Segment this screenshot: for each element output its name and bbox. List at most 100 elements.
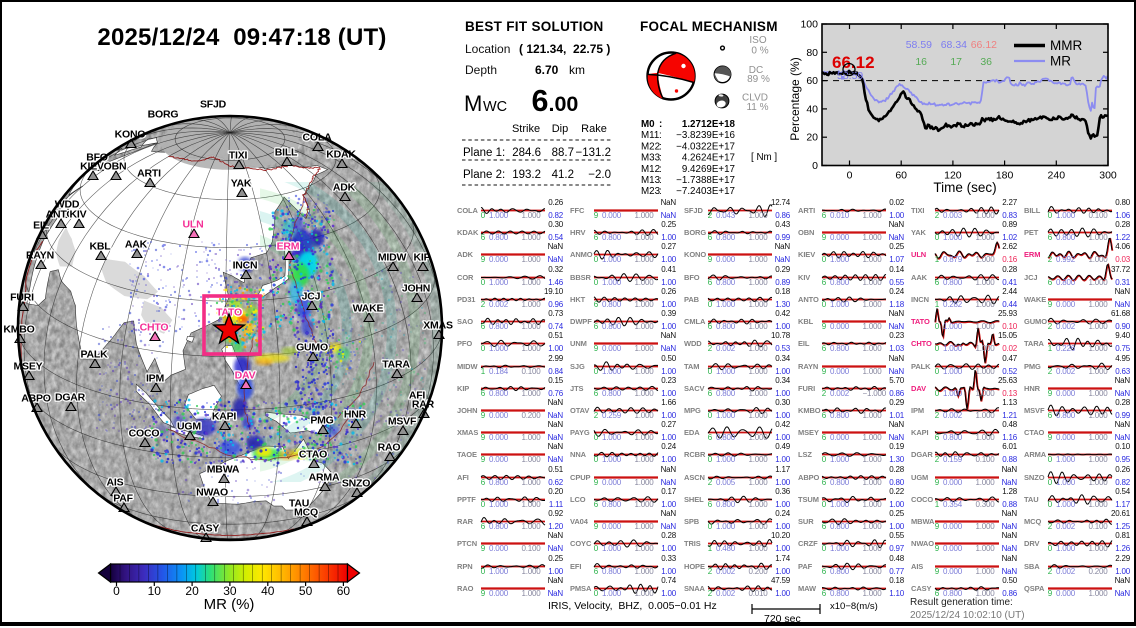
svg-text:88.7: 88.7 — [552, 147, 574, 159]
svg-text:120: 120 — [944, 170, 962, 182]
svg-text:40: 40 — [806, 103, 818, 115]
svg-text:PMG: PMG — [310, 415, 333, 427]
svg-text:−2.0: −2.0 — [588, 169, 611, 181]
svg-text:AIS: AIS — [107, 477, 124, 489]
svg-text:KIV: KIV — [70, 209, 87, 221]
svg-text:FURI: FURI — [10, 292, 34, 304]
svg-text:60: 60 — [895, 170, 907, 182]
svg-text:KDAK: KDAK — [326, 149, 356, 161]
svg-text:89 %: 89 % — [747, 74, 770, 85]
svg-text:ERM: ERM — [277, 241, 300, 253]
svg-text:MCQ: MCQ — [294, 507, 318, 519]
svg-text:66.12: 66.12 — [832, 53, 875, 72]
svg-text:SNZO: SNZO — [342, 478, 370, 490]
svg-text:68.34: 68.34 — [941, 39, 967, 51]
svg-text:M11:: M11: — [641, 130, 662, 141]
svg-text:BFO: BFO — [86, 152, 108, 164]
svg-text:6.70: 6.70 — [535, 63, 559, 77]
svg-text:36: 36 — [980, 56, 992, 68]
svg-text:MR: MR — [1050, 54, 1071, 69]
svg-text:RAO: RAO — [378, 442, 401, 454]
svg-text:0: 0 — [847, 170, 853, 182]
svg-text:OBN: OBN — [104, 161, 127, 173]
svg-text:Plane 2:: Plane 2: — [463, 169, 505, 181]
svg-text:WC: WC — [483, 99, 507, 115]
svg-text:JOHN: JOHN — [402, 283, 430, 295]
svg-text:COCO: COCO — [129, 428, 160, 440]
svg-text:IPM: IPM — [146, 373, 165, 385]
svg-text:180: 180 — [996, 170, 1014, 182]
svg-text:AFI: AFI — [409, 390, 426, 402]
svg-text:TIXI: TIXI — [229, 150, 248, 162]
svg-text:Plane 1:: Plane 1: — [463, 147, 505, 159]
svg-text:GUMO: GUMO — [296, 342, 328, 354]
svg-text:6.00: 6.00 — [532, 84, 579, 118]
svg-text:284.6: 284.6 — [512, 147, 541, 159]
svg-text:240: 240 — [1048, 170, 1066, 182]
svg-text:0: 0 — [812, 160, 818, 172]
svg-text:[ Nm ]: [ Nm ] — [751, 152, 777, 163]
svg-text:MMR: MMR — [1050, 38, 1082, 53]
svg-text:−1.7388E+17: −1.7388E+17 — [676, 175, 735, 186]
svg-text:60: 60 — [337, 584, 351, 598]
svg-text:Depth: Depth — [465, 63, 497, 77]
svg-text:Rake: Rake — [581, 123, 607, 135]
svg-text:JCJ: JCJ — [302, 291, 321, 303]
svg-text:17: 17 — [950, 56, 962, 68]
svg-text:Percentage (%): Percentage (%) — [788, 57, 802, 140]
svg-text:CLVD: CLVD — [742, 93, 768, 104]
svg-text:50: 50 — [299, 584, 313, 598]
svg-text:80: 80 — [806, 47, 818, 59]
svg-text:M23:: M23: — [641, 186, 662, 197]
svg-text:41.2: 41.2 — [552, 169, 574, 181]
svg-text:10: 10 — [148, 584, 162, 598]
svg-text:ULN: ULN — [183, 219, 204, 231]
svg-text:Strike: Strike — [512, 123, 540, 135]
svg-text:−7.2403E+17: −7.2403E+17 — [676, 186, 735, 197]
svg-text:300: 300 — [1099, 170, 1117, 182]
svg-text:20: 20 — [806, 132, 818, 144]
svg-text:20: 20 — [185, 584, 199, 598]
svg-text:MSVF: MSVF — [388, 416, 417, 428]
svg-text:MIDW: MIDW — [378, 252, 407, 264]
svg-text:KBL: KBL — [90, 241, 112, 253]
svg-text:58.59: 58.59 — [906, 39, 932, 51]
svg-text:PAF: PAF — [113, 493, 133, 505]
svg-text:WAKE: WAKE — [353, 303, 384, 315]
svg-text:Dip: Dip — [552, 123, 569, 135]
svg-text:0: 0 — [113, 584, 120, 598]
svg-text:YAK: YAK — [231, 178, 252, 190]
svg-text:ADK: ADK — [333, 182, 356, 194]
svg-text:DC: DC — [749, 65, 763, 76]
svg-text:−3.8239E+16: −3.8239E+16 — [676, 130, 735, 141]
svg-text:INCN: INCN — [233, 260, 258, 272]
svg-text:ARTI: ARTI — [137, 168, 161, 180]
svg-text:UGM: UGM — [177, 421, 201, 433]
svg-text:AAK: AAK — [125, 239, 148, 251]
svg-text:M: M — [464, 91, 482, 116]
svg-text:4.2624E+17: 4.2624E+17 — [682, 153, 735, 164]
svg-text:MBWA: MBWA — [207, 464, 240, 476]
svg-text:11 %: 11 % — [746, 102, 768, 113]
svg-text:BORG: BORG — [148, 109, 179, 121]
svg-text:30: 30 — [223, 584, 237, 598]
svg-text:M22:: M22: — [641, 141, 662, 152]
svg-text:DAV: DAV — [235, 370, 256, 382]
svg-text:40: 40 — [261, 584, 275, 598]
svg-text:Location: Location — [465, 42, 510, 56]
svg-text:−131.2: −131.2 — [576, 147, 612, 159]
svg-text:KAPI: KAPI — [212, 411, 237, 423]
svg-text:ISO: ISO — [749, 35, 766, 46]
svg-text:MR (%): MR (%) — [204, 596, 255, 613]
svg-text:100: 100 — [800, 19, 818, 31]
svg-text:TAU: TAU — [289, 498, 309, 510]
svg-text:M12:: M12: — [641, 164, 662, 175]
svg-text:KIP: KIP — [414, 252, 431, 264]
svg-text:M13:: M13: — [641, 175, 662, 186]
svg-text:M0:: M0: — [641, 119, 662, 130]
svg-text:−4.0322E+17: −4.0322E+17 — [676, 141, 735, 152]
svg-text:CTAO: CTAO — [299, 449, 327, 461]
svg-text:66.12: 66.12 — [971, 39, 997, 51]
svg-text:ABPO: ABPO — [21, 393, 51, 405]
svg-text:NWAO: NWAO — [196, 487, 228, 499]
